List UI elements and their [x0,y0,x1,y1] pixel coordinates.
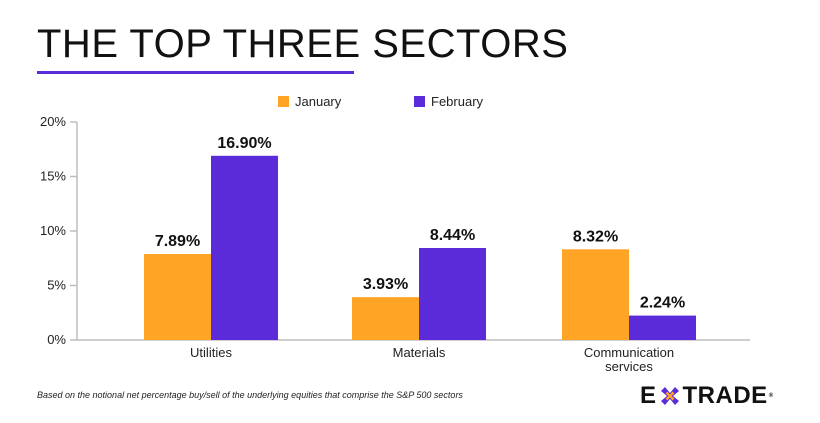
y-tick-label: 0% [47,332,66,347]
data-label-january-1: 7.89% [155,233,200,250]
data-label-january-2: 3.93% [363,276,408,293]
registered-mark: ® [769,393,774,399]
data-label-january-3: 8.32% [573,228,618,245]
logo-text-right: TRADE [683,382,768,410]
y-tick-label: 20% [40,114,66,129]
y-tick-label: 15% [40,169,66,184]
data-label-february-2: 8.44% [430,227,475,244]
bar-january-2 [352,297,419,340]
x-category-label-line: Communication [584,345,674,360]
legend-label-february: February [431,94,484,109]
legend-label-january: January [295,94,342,109]
bar-january-1 [144,254,211,340]
legend-swatch-february [414,96,425,107]
legend-swatch-january [278,96,289,107]
x-category-label: Communication services [584,345,674,374]
y-tick-label: 10% [40,223,66,238]
data-label-february-1: 16.90% [217,135,271,152]
x-category-label-line: services [605,359,653,374]
bar-january-3 [562,249,629,340]
x-category-label-line: Materials [393,345,446,360]
star-cross-icon [658,384,682,408]
x-category-label: Utilities [190,345,232,360]
etrade-logo: E TRADE ® [640,384,774,408]
data-label-february-3: 2.24% [640,295,685,312]
bar-february-1 [211,156,278,340]
footnote: Based on the notional net percentage buy… [37,390,463,400]
bar-february-2 [419,248,486,340]
y-tick-label: 5% [47,278,66,293]
bar-chart: 0% 5% 10% 15% 20% 7.89% 3.93% 8.32% 16.90% 8.44% 2… [0,0,820,380]
logo-text-left: E [640,382,657,410]
x-category-label: Materials [393,345,446,360]
x-category-label-line: Utilities [190,345,232,360]
bar-february-3 [629,316,696,340]
